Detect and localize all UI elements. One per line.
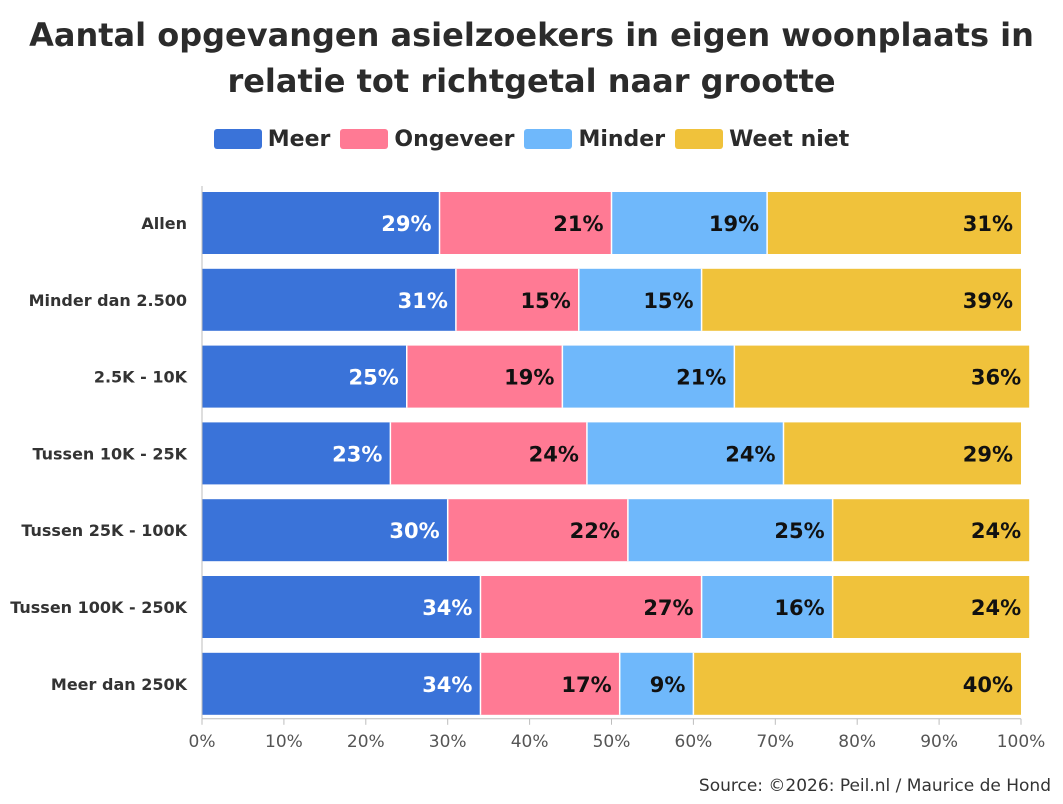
data-label: 25% (774, 519, 824, 543)
data-label: 31% (963, 212, 1013, 236)
bar-tussen-10k-25k-weet-niet (783, 422, 1021, 485)
x-tick-label: 90% (920, 732, 958, 752)
data-label: 40% (963, 673, 1013, 697)
bar-meer-dan-250k-weet-niet (693, 652, 1021, 715)
data-label: 15% (520, 289, 570, 313)
bar-minder-dan-2-500-minder (578, 268, 702, 331)
data-label: 39% (963, 289, 1013, 313)
data-label: 19% (709, 212, 759, 236)
x-tick-label: 40% (511, 732, 549, 752)
data-label: 16% (774, 596, 824, 620)
bar-minder-dan-2-500-meer (202, 268, 456, 331)
legend-item-meer: Meer (213, 126, 331, 152)
data-label: 29% (381, 212, 431, 236)
bar-tussen-25k-100k-ongeveer (447, 499, 628, 562)
data-label: 23% (332, 442, 382, 466)
bar-meer-dan-250k-ongeveer (480, 652, 620, 715)
category-label: Tussen 10K - 25K (32, 444, 187, 463)
data-label: 21% (553, 212, 603, 236)
data-label: 36% (971, 366, 1021, 390)
data-label: 25% (348, 366, 398, 390)
x-tick-label: 0% (189, 732, 216, 752)
data-label: 24% (529, 442, 579, 466)
bar-meer-dan-250k-meer (202, 652, 481, 715)
legend-label: Meer (267, 126, 331, 152)
legend-item-weet-niet: Weet niet (675, 127, 849, 152)
legend-swatch (213, 129, 262, 149)
data-label: 21% (676, 366, 726, 390)
data-label: 34% (422, 596, 472, 620)
x-tick-label: 50% (593, 732, 631, 752)
legend-swatch (340, 129, 389, 149)
bar-tussen-100k-250k-meer (202, 576, 481, 638)
legend: Meer Ongeveer Minder Weet niet (0, 124, 1063, 154)
data-label: 34% (422, 673, 472, 697)
data-label: 17% (561, 673, 611, 697)
bar-2-5k-10k-meer (202, 345, 407, 408)
x-tick-label: 100% (997, 732, 1046, 752)
x-tick-label: 60% (675, 732, 713, 752)
bar-allen-weet-niet (767, 192, 1021, 254)
data-label: 19% (504, 366, 554, 390)
x-tick-label: 20% (347, 732, 385, 752)
bar-allen-ongeveer (439, 192, 612, 254)
legend-label: Weet niet (729, 126, 850, 152)
bar-allen-meer (202, 192, 440, 254)
bar-tussen-100k-250k-minder (701, 576, 833, 638)
legend-label: Minder (578, 126, 666, 152)
legend-item-ongeveer: Ongeveer (340, 127, 514, 152)
x-tick-label: 70% (756, 732, 794, 752)
legend-label: Ongeveer (394, 126, 515, 152)
bar-tussen-10k-25k-meer (202, 422, 391, 485)
legend-swatch (675, 129, 724, 149)
category-label: 2.5K - 10K (94, 368, 188, 387)
data-label: 15% (643, 289, 693, 313)
data-label: 29% (963, 442, 1013, 466)
bar-minder-dan-2-500-ongeveer (455, 268, 579, 331)
data-label: 30% (389, 519, 439, 543)
data-label: 24% (725, 442, 775, 466)
category-label: Tussen 100K - 250K (10, 598, 187, 617)
x-tick-label: 80% (838, 732, 876, 752)
bar-minder-dan-2-500-weet-niet (701, 268, 1021, 331)
category-label: Minder dan 2.500 (29, 291, 187, 310)
bar-2-5k-10k-ongeveer (406, 345, 563, 408)
bar-allen-minder (611, 192, 768, 254)
bar-tussen-10k-25k-minder (586, 422, 784, 485)
bar-tussen-25k-100k-weet-niet (832, 499, 1030, 562)
bar-tussen-25k-100k-minder (627, 499, 833, 562)
bar-tussen-10k-25k-ongeveer (390, 422, 587, 485)
chart-title: Aantal opgevangen asielzoekers in eigen … (29, 16, 1034, 100)
legend-item-minder: Minder (524, 127, 665, 152)
category-label: Allen (141, 214, 187, 233)
bar-2-5k-10k-minder (562, 345, 735, 408)
bar-2-5k-10k-weet-niet (734, 345, 1030, 408)
category-label: Tussen 25K - 100K (21, 521, 187, 540)
source-note: Source: ©2026: Peil.nl / Maurice de Hond (698, 776, 1051, 796)
data-label: 9% (650, 673, 686, 697)
x-tick-label: 10% (265, 732, 303, 752)
bar-tussen-100k-250k-weet-niet (832, 576, 1030, 638)
data-label: 22% (570, 519, 620, 543)
bar-tussen-25k-100k-meer (202, 499, 448, 562)
bar-meer-dan-250k-minder (619, 652, 694, 715)
data-label: 24% (971, 596, 1021, 620)
data-label: 27% (643, 596, 693, 620)
legend-swatch (524, 129, 573, 149)
category-label: Meer dan 250K (51, 675, 188, 694)
data-label: 31% (398, 289, 448, 313)
bar-tussen-100k-250k-ongeveer (480, 576, 702, 638)
data-label: 24% (971, 519, 1021, 543)
x-tick-label: 30% (429, 732, 467, 752)
